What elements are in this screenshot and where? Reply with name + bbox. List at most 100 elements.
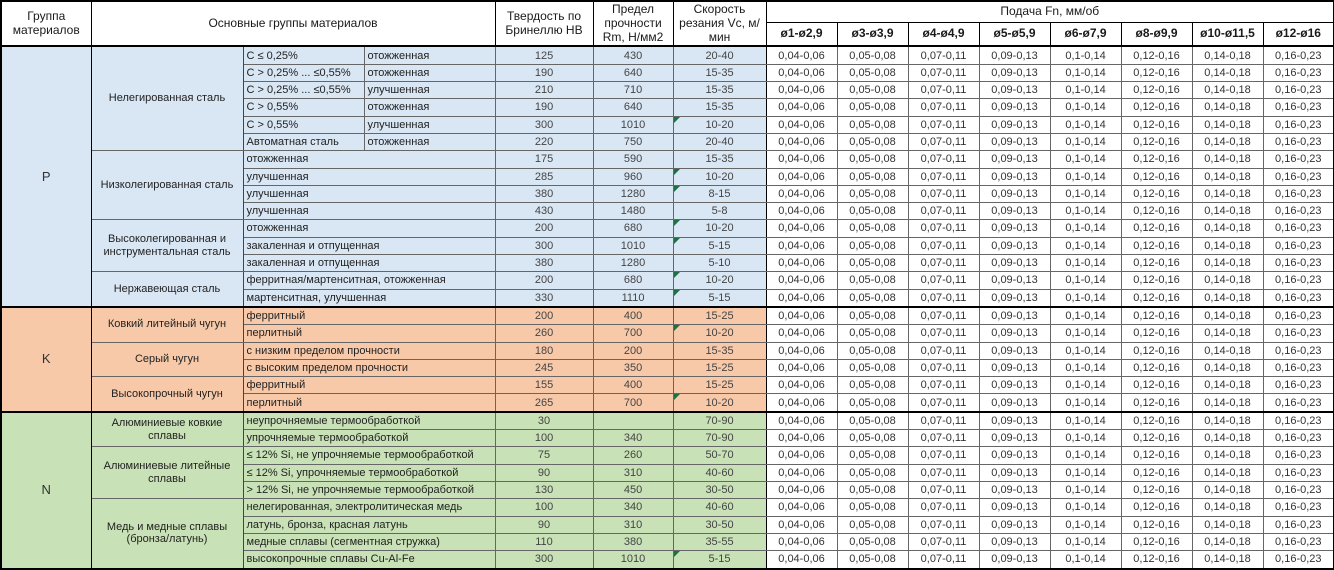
table-row: улучшенная 380 1280 8-15 0,04-0,06 0,05-0,08 0… [1, 184, 1334, 204]
header-diameter-range: ø8-ø9,9 [1120, 22, 1193, 47]
feed-cell: 0,14-0,18 [1191, 202, 1264, 221]
feed-cell: 0,12-0,16 [1120, 219, 1193, 238]
speed-cell: 5-15 [672, 236, 767, 255]
feed-cell: 0,1-0,14 [1049, 515, 1122, 534]
feed-cell: 0,04-0,06 [765, 324, 838, 343]
description-cell: неупрочняемые термообработкой [242, 410, 496, 431]
speed-value: 40-60 [705, 501, 734, 514]
feed-cell: 0,09-0,13 [978, 305, 1051, 326]
speed-cell: 30-50 [672, 515, 767, 534]
feed-cell: 0,14-0,18 [1191, 429, 1264, 448]
strength-cell: 960 [592, 167, 674, 186]
hardness-cell: 100 [494, 429, 594, 448]
speed-value: 5-15 [708, 291, 731, 304]
feed-cell: 0,14-0,18 [1191, 81, 1264, 100]
feed-cell: 0,07-0,11 [907, 550, 980, 570]
feed-cell: 0,07-0,11 [907, 446, 980, 465]
hardness-cell: 180 [494, 341, 594, 360]
feed-cell: 0,09-0,13 [978, 463, 1051, 482]
description-cell: улучшенная [242, 167, 496, 186]
description-cell: с низким пределом прочности [242, 341, 496, 360]
feed-cell: 0,1-0,14 [1049, 341, 1122, 360]
feed-cell: 0,09-0,13 [978, 446, 1051, 465]
feed-cell: 0,07-0,11 [907, 480, 980, 500]
feed-cell: 0,09-0,13 [978, 167, 1051, 186]
composition-cell: C ≤ 0,25% [242, 45, 365, 65]
feed-cell: 0,05-0,08 [836, 219, 909, 238]
feed-cell: 0,09-0,13 [978, 393, 1051, 413]
state-cell: отожженная [363, 98, 496, 117]
feed-cell: 0,1-0,14 [1049, 236, 1122, 255]
hardness-cell: 200 [494, 219, 594, 238]
feed-cell: 0,1-0,14 [1049, 271, 1122, 290]
feed-cell: 0,16-0,23 [1262, 253, 1334, 273]
material-group-name-cell: Серый чугун [90, 341, 244, 378]
feed-cell: 0,14-0,18 [1191, 132, 1264, 152]
strength-cell: 640 [592, 98, 674, 117]
speed-cell: 70-90 [672, 410, 767, 431]
feed-cell: 0,1-0,14 [1049, 253, 1122, 273]
strength-cell: 340 [592, 498, 674, 517]
speed-cell: 15-25 [672, 305, 767, 326]
composition-cell: Автоматная сталь [242, 132, 365, 152]
feed-cell: 0,05-0,08 [836, 410, 909, 431]
state-cell: улучшенная [363, 115, 496, 134]
strength-cell: 400 [592, 305, 674, 326]
feed-cell: 0,07-0,11 [907, 429, 980, 448]
feed-cell: 0,12-0,16 [1120, 515, 1193, 534]
description-cell: закаленная и отпущенная [242, 253, 496, 273]
feed-cell: 0,09-0,13 [978, 376, 1051, 395]
feed-cell: 0,14-0,18 [1191, 98, 1264, 117]
feed-cell: 0,1-0,14 [1049, 132, 1122, 152]
table-row: Серый чугун с низким пределом прочности 18… [1, 341, 1334, 378]
feed-cell: 0,1-0,14 [1049, 358, 1122, 378]
feed-cell: 0,12-0,16 [1120, 532, 1193, 552]
feed-cell: 0,14-0,18 [1191, 358, 1264, 378]
feed-cell: 0,1-0,14 [1049, 63, 1122, 83]
feed-cell: 0,12-0,16 [1120, 358, 1193, 378]
feed-cell: 0,14-0,18 [1191, 236, 1264, 255]
feed-cell: 0,04-0,06 [765, 393, 838, 413]
feed-cell: 0,07-0,11 [907, 150, 980, 169]
speed-value: 5-15 [708, 239, 731, 252]
feed-cell: 0,09-0,13 [978, 324, 1051, 343]
speed-cell: 20-40 [672, 45, 767, 65]
feed-cell: 0,12-0,16 [1120, 45, 1193, 65]
feed-cell: 0,16-0,23 [1262, 115, 1334, 134]
material-group-name-cell: Алюминиевые литейные сплавы [90, 446, 244, 500]
feed-cell: 0,1-0,14 [1049, 463, 1122, 482]
state-cell: улучшенная [363, 81, 496, 100]
speed-cell: 50-70 [672, 446, 767, 465]
feed-cell: 0,16-0,23 [1262, 410, 1334, 431]
hardness-cell: 245 [494, 358, 594, 378]
composition-cell: C > 0,55% [242, 98, 365, 117]
strength-cell: 700 [592, 324, 674, 343]
feed-cell: 0,14-0,18 [1191, 115, 1264, 134]
speed-value: 5-15 [708, 553, 731, 566]
feed-cell: 0,16-0,23 [1262, 98, 1334, 117]
feed-cell: 0,07-0,11 [907, 376, 980, 395]
strength-cell: 450 [592, 480, 674, 500]
speed-cell: 10-20 [672, 219, 767, 238]
strength-cell: 700 [592, 393, 674, 413]
feed-cell: 0,12-0,16 [1120, 202, 1193, 221]
header-tensile-strength: Предел прочности Rm, Н/мм2 [592, 0, 674, 47]
hardness-cell: 130 [494, 480, 594, 500]
feed-cell: 0,07-0,11 [907, 410, 980, 431]
feed-cell: 0,14-0,18 [1191, 498, 1264, 517]
speed-value: 8-15 [708, 187, 731, 200]
description-cell: улучшенная [242, 202, 496, 221]
feed-cell: 0,16-0,23 [1262, 288, 1334, 308]
feed-cell: 0,14-0,18 [1191, 463, 1264, 482]
speed-cell: 5-8 [672, 202, 767, 221]
feed-cell: 0,07-0,11 [907, 515, 980, 534]
feed-cell: 0,07-0,11 [907, 324, 980, 343]
hardness-cell: 30 [494, 410, 594, 431]
error-indicator-triangle-icon [674, 186, 680, 192]
feed-cell: 0,12-0,16 [1120, 341, 1193, 360]
speed-cell: 70-90 [672, 429, 767, 448]
feed-cell: 0,05-0,08 [836, 358, 909, 378]
feed-cell: 0,07-0,11 [907, 253, 980, 273]
speed-value: 30-50 [705, 518, 734, 531]
